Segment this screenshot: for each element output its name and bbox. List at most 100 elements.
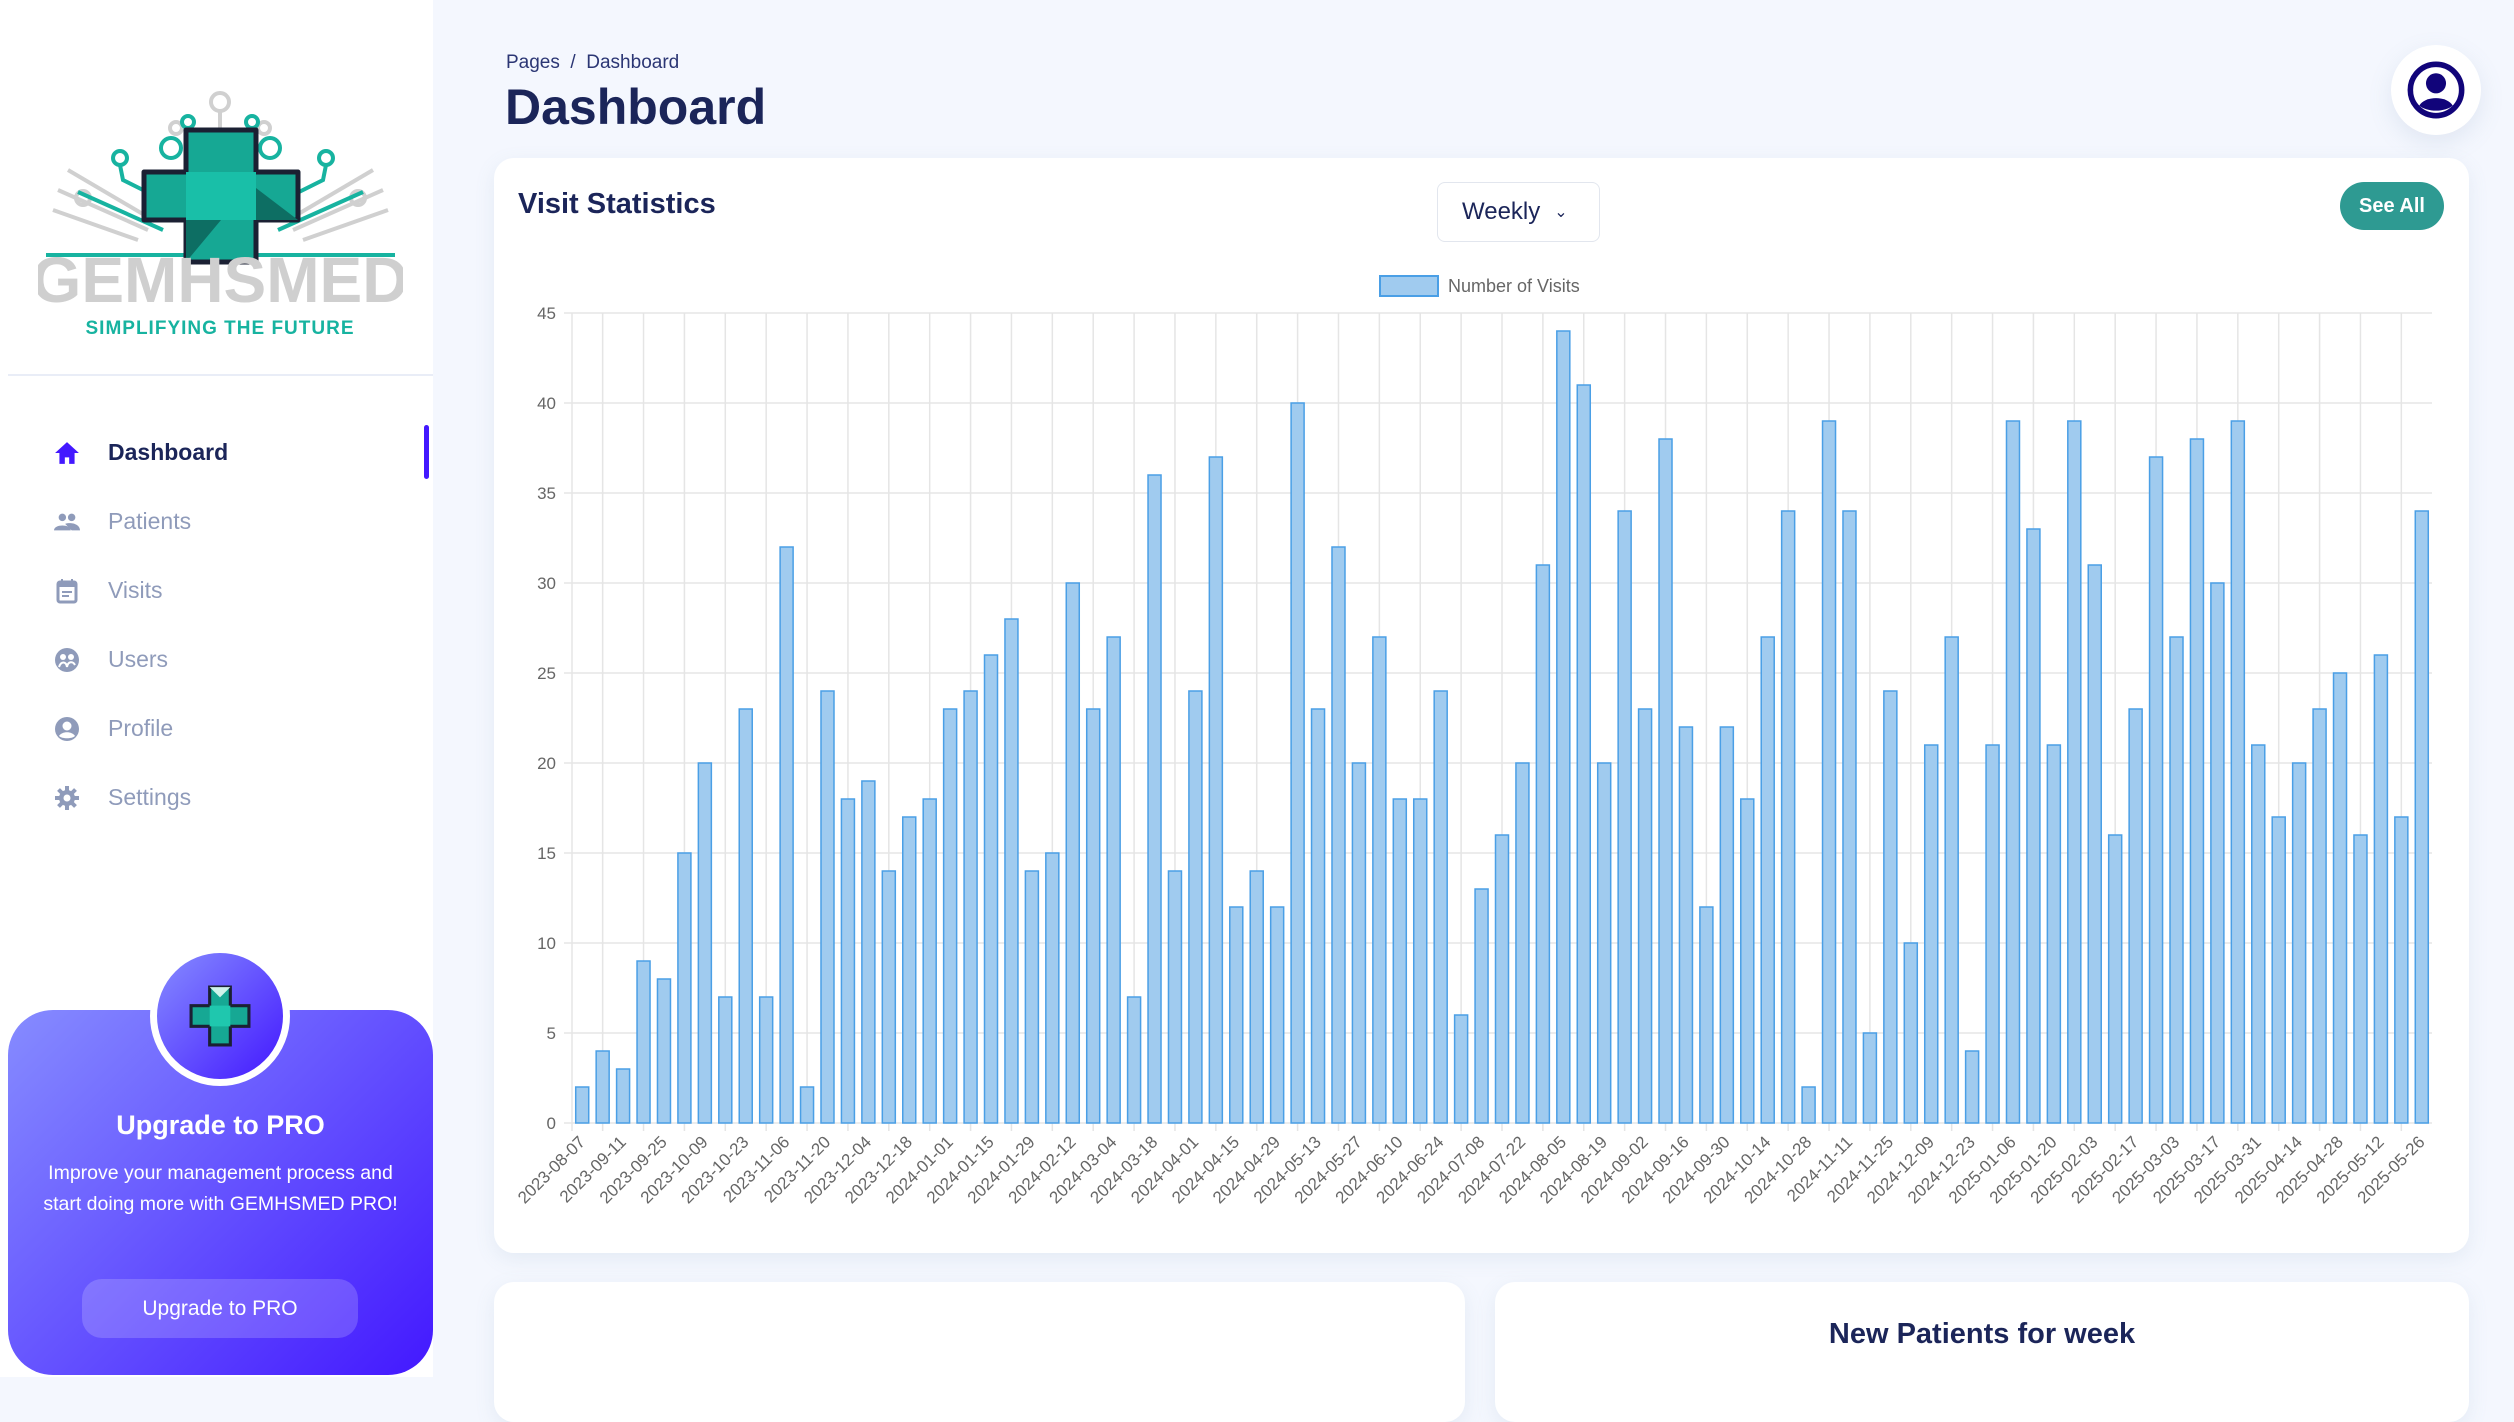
medical-cross-icon [189, 985, 251, 1047]
bar [1760, 636, 1775, 1124]
sidebar-item-patients[interactable]: Patients [0, 487, 433, 556]
bar [942, 708, 958, 1124]
period-select[interactable]: Weekly ⌄ [1437, 182, 1600, 242]
bar [718, 996, 733, 1124]
bar [1045, 852, 1060, 1124]
people-icon [54, 509, 80, 535]
bar [1515, 762, 1530, 1124]
sidebar-item-label: Profile [108, 715, 174, 741]
y-tick-label: 15 [537, 844, 556, 863]
bar [1106, 636, 1121, 1124]
gemhsmed-logo: GEMHSMED SIMPLIFYING THE FUTURE [38, 91, 403, 339]
sidebar-item-dashboard[interactable]: Dashboard [0, 418, 433, 487]
bar [697, 762, 713, 1124]
bar [1985, 744, 2000, 1124]
bar [1617, 510, 1632, 1124]
bar [881, 870, 897, 1124]
y-tick-label: 0 [547, 1114, 556, 1133]
legend-swatch [1379, 275, 1439, 297]
bar [1883, 690, 1898, 1124]
bar [1801, 1086, 1816, 1124]
bar [738, 708, 753, 1124]
bar [677, 852, 692, 1124]
y-tick-label: 20 [537, 754, 556, 773]
sidebar-item-label: Visits [108, 577, 163, 603]
active-indicator [424, 425, 429, 479]
bar [1331, 546, 1346, 1124]
bar [1372, 636, 1387, 1124]
y-tick-label: 25 [537, 664, 556, 683]
bar [2414, 510, 2430, 1124]
bar [1188, 690, 1203, 1124]
period-select-value: Weekly [1462, 198, 1541, 225]
bar [2373, 654, 2389, 1124]
bar [1678, 726, 1694, 1124]
bar [1167, 870, 1183, 1124]
bar [1903, 942, 1919, 1124]
sidebar-item-users[interactable]: Users [0, 625, 433, 694]
bar [820, 690, 835, 1124]
new-patients-card: New Patients for week [1495, 1282, 2469, 1422]
see-all-button[interactable]: See All [2340, 182, 2444, 230]
page-title: Dashboard [505, 79, 767, 135]
avatar-button[interactable] [2391, 45, 2481, 135]
sidebar: GEMHSMED SIMPLIFYING THE FUTURE Dashboar… [0, 0, 433, 1377]
account-circle-icon [2407, 61, 2465, 119]
bar [1310, 708, 1326, 1124]
bar [1556, 330, 1571, 1124]
bar [1085, 708, 1101, 1124]
sidebar-item-label: Users [108, 646, 169, 672]
users-circle-icon [54, 647, 80, 673]
bar [2332, 672, 2348, 1124]
sidebar-item-profile[interactable]: Profile [0, 694, 433, 763]
svg-text:SIMPLIFYING THE FUTURE: SIMPLIFYING THE FUTURE [86, 318, 355, 339]
sidebar-item-label: Settings [108, 784, 192, 810]
sidebar-item-settings[interactable]: Settings [0, 763, 433, 832]
bar [2067, 420, 2082, 1124]
sidebar-nav: Dashboard Patients Visits Users Profile … [0, 418, 433, 832]
bar [1535, 564, 1551, 1124]
bar [595, 1050, 610, 1124]
bar [1740, 798, 1755, 1124]
bar [1208, 456, 1224, 1124]
bar [1923, 744, 1939, 1124]
bar [1249, 870, 1264, 1124]
bar [983, 654, 999, 1124]
sidebar-item-visits[interactable]: Visits [0, 556, 433, 625]
bottom-left-card [494, 1282, 1465, 1422]
bar [1412, 798, 1428, 1124]
bar [1494, 834, 1510, 1124]
y-tick-label: 10 [537, 934, 556, 953]
bar [902, 816, 917, 1124]
bar [1719, 726, 1735, 1124]
bar [2291, 762, 2307, 1124]
bar [1862, 1032, 1878, 1124]
upgrade-pro-button[interactable]: Upgrade to PRO [82, 1279, 358, 1338]
y-tick-label: 45 [537, 304, 556, 323]
sidebar-item-label: Patients [108, 508, 192, 534]
bar [1433, 690, 1448, 1124]
bar [1780, 510, 1796, 1124]
bar [963, 690, 978, 1124]
bar [1004, 618, 1019, 1124]
card-title: New Patients for week [1828, 1318, 2136, 1350]
bar [1821, 420, 1837, 1124]
bar [2230, 420, 2246, 1124]
bar [1065, 582, 1081, 1124]
bar [1964, 1050, 1980, 1124]
bar [2005, 420, 2021, 1124]
bar [1229, 906, 1244, 1124]
bar [574, 1086, 590, 1124]
bar [2394, 816, 2409, 1124]
bar [2128, 708, 2143, 1124]
bar [1596, 762, 1612, 1124]
y-tick-label: 30 [537, 574, 556, 593]
bar [1453, 1014, 1469, 1124]
bar [840, 798, 856, 1124]
bar [2189, 438, 2205, 1124]
bar [615, 1068, 631, 1124]
pro-description: Improve your management process and star… [43, 1162, 398, 1215]
pro-logo-circle [150, 946, 290, 1086]
bar [799, 1086, 815, 1124]
bar [1474, 888, 1489, 1124]
